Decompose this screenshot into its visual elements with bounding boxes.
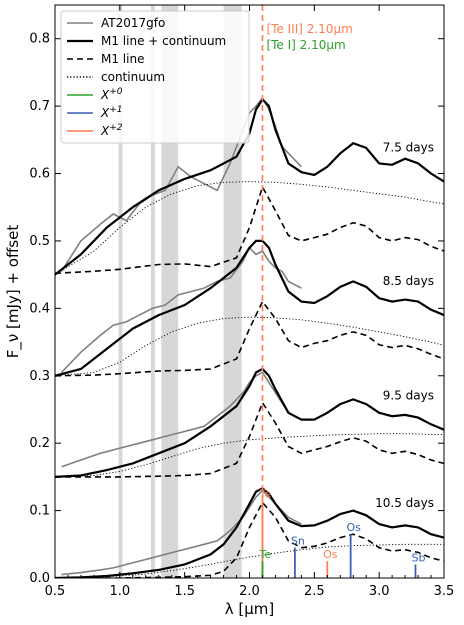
epoch-label-1: 8.5 days xyxy=(383,274,434,288)
x-tick-label-1: 1.0 xyxy=(109,584,130,599)
y-tick-label-4: 0.4 xyxy=(29,301,50,316)
x-tick-label-3: 2.0 xyxy=(239,584,260,599)
total-model-curves xyxy=(55,97,444,578)
legend: AT2017gfo M1 line + continuum M1 line conti… xyxy=(60,10,250,144)
legend-label-3: continuum xyxy=(101,70,165,84)
x-axis-label: λ [μm] xyxy=(225,600,275,618)
y-tick-label-6: 0.6 xyxy=(29,167,50,182)
line-only-curve-2 xyxy=(55,400,444,478)
telluric-band-3 xyxy=(223,5,242,578)
x-tick-label-0: 0.5 xyxy=(45,584,66,599)
telluric-band-1 xyxy=(150,5,155,578)
marker-label-os-ii: Os xyxy=(346,521,361,534)
y-tick-label-8: 0.8 xyxy=(29,32,50,47)
line-only-curves xyxy=(55,184,444,578)
y-tick-label-0: 0.0 xyxy=(29,571,50,586)
legend-label-2: M1 line xyxy=(101,52,144,66)
observed-curve-3 xyxy=(61,489,302,576)
x-tick-label-2: 1.5 xyxy=(174,584,195,599)
ref-label-1: [Te I] 2.10μm xyxy=(266,38,345,52)
observed-curve-1 xyxy=(60,246,302,373)
reference-labels: [Te III] 2.10μm [Te I] 2.10μm xyxy=(266,22,352,52)
x-tick-label-6: 3.5 xyxy=(434,584,455,599)
continuum-curves xyxy=(55,181,444,578)
continuum-curve-0 xyxy=(55,181,444,275)
total-curve-3 xyxy=(55,486,444,578)
epoch-label-3: 10.5 days xyxy=(375,496,434,510)
line-only-curve-0 xyxy=(55,184,444,275)
total-curve-2 xyxy=(55,367,444,478)
epoch-label-2: 9.5 days xyxy=(383,388,434,402)
telluric-band-0 xyxy=(118,5,123,578)
marker-label-te-iii: Te xyxy=(259,487,272,500)
ref-label-0: [Te III] 2.10μm xyxy=(266,22,352,36)
epoch-label-0: 7.5 days xyxy=(383,140,434,154)
total-curve-1 xyxy=(55,239,444,377)
y-axis-ticks: 0.0 0.1 0.2 0.3 0.4 0.5 0.6 0.7 0.8 xyxy=(29,32,444,586)
y-axis-label: F_ν [mJy] + offset xyxy=(4,225,23,359)
x-axis-ticks: 0.5 1.0 1.5 2.0 2.5 3.0 3.5 xyxy=(45,5,455,599)
y-tick-label-1: 0.1 xyxy=(29,504,50,519)
y-tick-label-3: 0.3 xyxy=(29,369,50,384)
line-only-curve-3 xyxy=(55,501,444,578)
legend-label-1: M1 line + continuum xyxy=(101,34,226,48)
epoch-labels: 7.5 days 8.5 days 9.5 days 10.5 days xyxy=(375,140,434,510)
marker-label-te-i: Te xyxy=(259,548,272,561)
x-tick-label-5: 3.0 xyxy=(369,584,390,599)
legend-label-0: AT2017gfo xyxy=(101,16,165,30)
total-curve-0 xyxy=(55,97,444,276)
marker-label-sb: Sb xyxy=(411,552,425,565)
marker-label-sn: Sn xyxy=(291,535,305,548)
observed-curve-2 xyxy=(61,371,302,468)
observed-spectra xyxy=(60,96,302,576)
y-tick-label-2: 0.2 xyxy=(29,436,50,451)
element-markers: Te Te Sn Os Os Sb xyxy=(259,487,425,578)
marker-label-os-iii: Os xyxy=(323,548,338,561)
line-only-curve-1 xyxy=(55,300,444,377)
continuum-curve-2 xyxy=(55,433,444,478)
y-tick-label-7: 0.7 xyxy=(29,99,50,114)
x-tick-label-4: 2.5 xyxy=(304,584,325,599)
legend-box xyxy=(60,10,250,144)
y-tick-label-5: 0.5 xyxy=(29,234,50,249)
